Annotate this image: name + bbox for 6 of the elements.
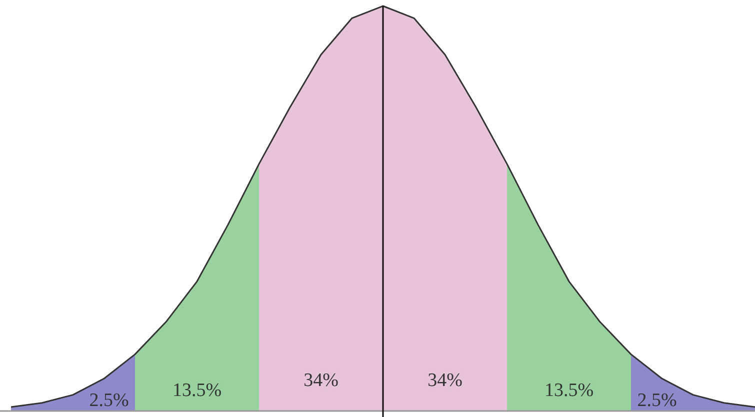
annotation: 13.5%: [172, 380, 222, 401]
annotation: 34%: [304, 370, 339, 391]
annotation: 34%: [428, 370, 463, 391]
annotation: 2.5%: [637, 390, 677, 411]
annotation: 2.5%: [89, 390, 129, 411]
annotation: 13.5%: [544, 380, 594, 401]
